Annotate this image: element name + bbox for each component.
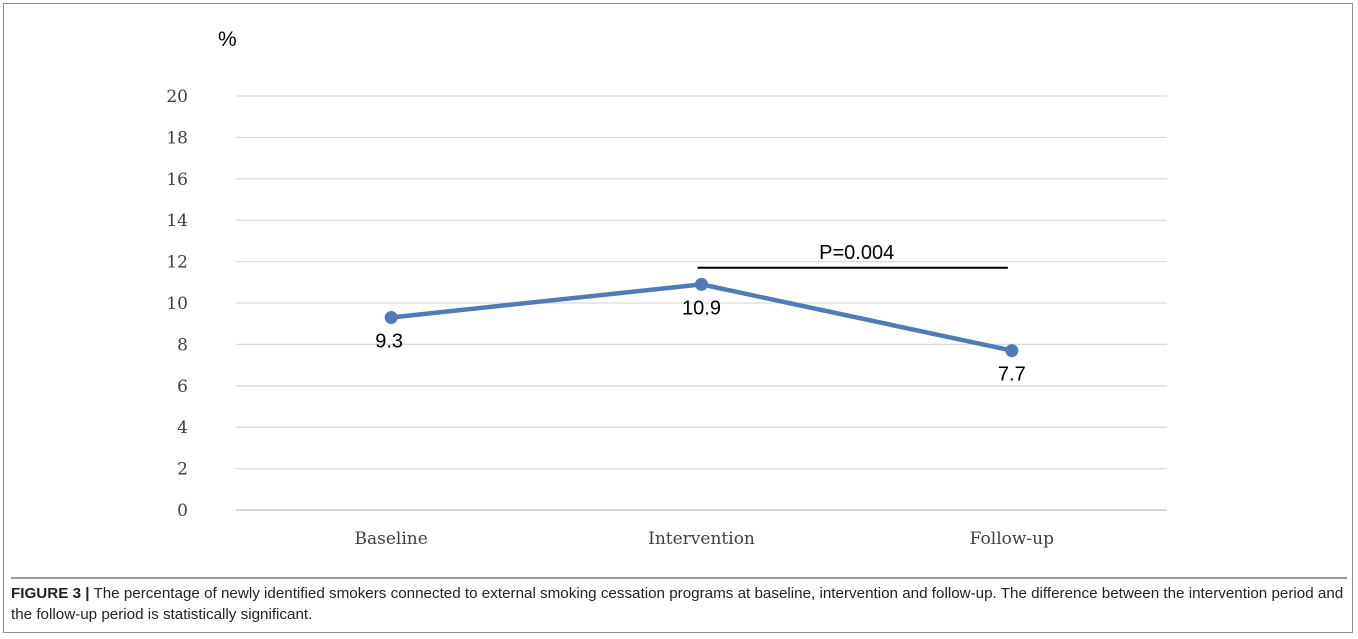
x-category-label: Intervention (648, 529, 755, 549)
p-value-label: P=0.004 (819, 242, 894, 264)
data-point (1005, 344, 1019, 358)
data-label: 7.7 (998, 364, 1026, 386)
y-tick-label: 12 (166, 253, 188, 273)
series-group: 9.3 10.9 7.7 (375, 277, 1026, 386)
y-tick-label: 2 (177, 460, 188, 480)
x-category-label: Follow-up (970, 529, 1054, 549)
significance-annotation: P=0.004 (697, 242, 1008, 269)
y-tick-label: 16 (166, 170, 188, 190)
line-chart: 0 2 4 6 8 10 12 14 16 18 20 Baseline Intervention Fo… (166, 28, 1167, 549)
data-label: 10.9 (682, 297, 721, 319)
figure-frame (3, 3, 1353, 633)
caption-text: The percentage of newly identified smoke… (11, 585, 1344, 623)
y-tick-label: 4 (177, 418, 188, 438)
data-point (384, 310, 398, 324)
y-tick-label: 10 (166, 294, 188, 314)
gridlines (236, 95, 1167, 511)
figure-label: FIGURE 3 | (11, 585, 90, 602)
y-tick-label: 14 (166, 211, 188, 231)
caption-divider (11, 577, 1347, 579)
y-tick-label: 20 (166, 87, 188, 107)
x-axis-categories: Baseline Intervention Follow-up (355, 529, 1055, 549)
y-tick-label: 0 (177, 501, 188, 521)
figure-caption: FIGURE 3 | The percentage of newly ident… (11, 583, 1347, 625)
data-label: 9.3 (375, 330, 403, 352)
y-unit-label: % (218, 28, 237, 51)
data-point (695, 277, 708, 291)
y-tick-label: 6 (177, 377, 188, 397)
y-tick-label: 18 (166, 128, 188, 148)
y-axis-ticks: 0 2 4 6 8 10 12 14 16 18 20 (166, 87, 188, 521)
x-category-label: Baseline (355, 529, 428, 549)
y-tick-label: 8 (177, 335, 188, 355)
